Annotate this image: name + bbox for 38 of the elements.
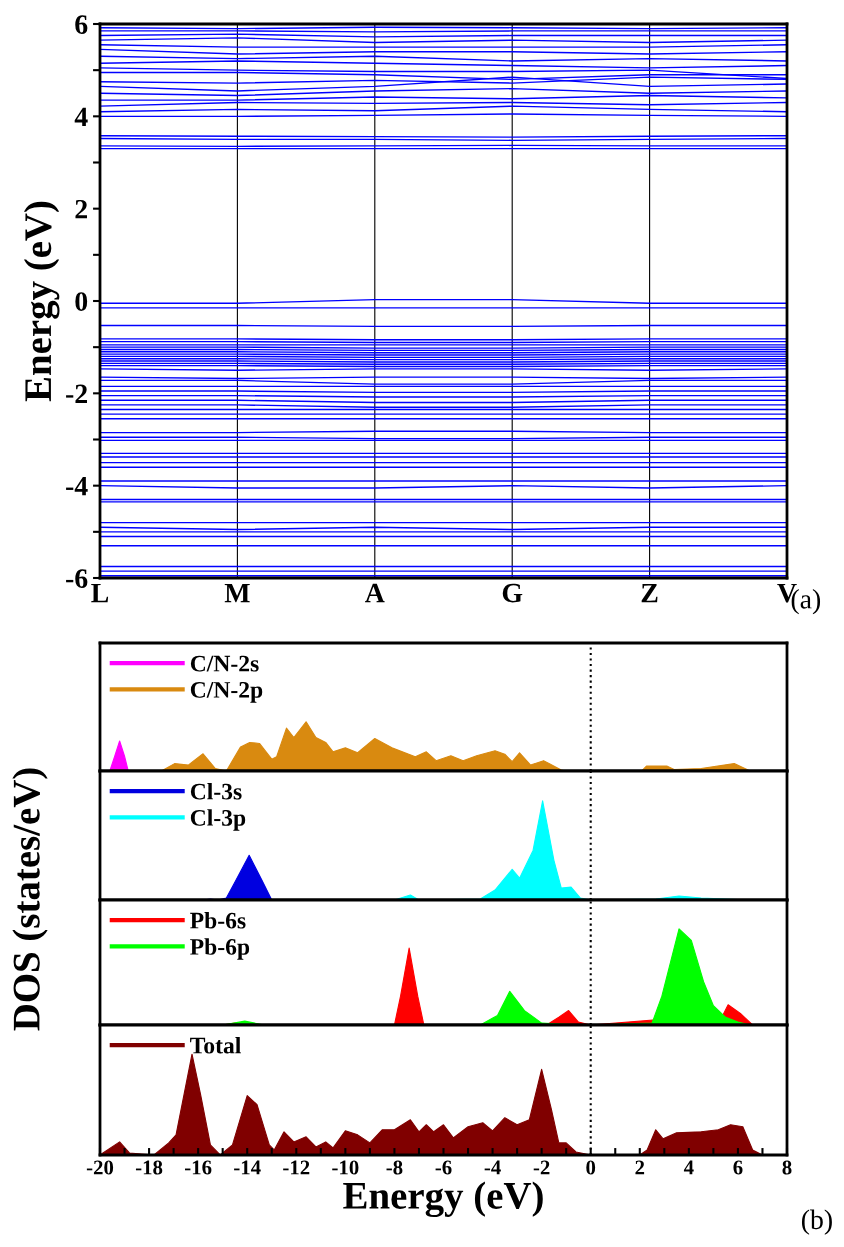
x-tick-label: L [91,583,109,603]
y-axis-title: Energy (eV) [23,201,60,402]
x-tick-label: Z [641,583,658,603]
y-tick-label: 0 [75,292,88,311]
x-tick-label: -8 [386,1160,403,1175]
y-tick-label: 2 [75,199,87,219]
x-tick-label: -10 [332,1160,359,1175]
y-tick-label: -4 [66,477,88,496]
text: (b) [801,1209,832,1235]
x-tick-label: -20 [86,1160,114,1175]
x-tick-label: 4 [683,1160,694,1175]
x-tick-label: -14 [234,1160,261,1175]
x-tick-label: 0 [586,1160,596,1175]
y-tick-label: -6 [66,569,88,588]
x-tick-label: -18 [135,1160,163,1175]
x-tick-label: M [224,583,250,603]
x-tick-label: 6 [733,1160,743,1175]
y-axis-title: DOS (states/eV) [12,768,48,1031]
y-tick-label: -2 [66,384,87,403]
x-tick-label: -2 [533,1160,550,1175]
x-tick-label: 2 [635,1160,645,1175]
x-axis-title: Energy (eV) [343,1181,543,1218]
y-tick-label: 4 [74,107,88,126]
x-tick-label: -16 [185,1160,212,1175]
legend-label: Pb-6p [190,938,250,960]
y-tick-label: 6 [75,15,88,34]
legend-label: Pb-6s [190,911,246,929]
x-tick-label: -12 [283,1160,310,1175]
x-tick-label: G [502,583,523,603]
x-tick-label: 8 [782,1160,792,1175]
x-tick-label: -6 [435,1160,452,1175]
x-tick-label: A [365,583,385,603]
legend-label: Cl-3p [190,809,246,831]
legend-label: Total [190,1036,241,1054]
legend-label: C/N-2p [190,681,263,703]
x-tick-label: -4 [484,1160,501,1175]
legend-label: Cl-3s [190,782,242,800]
legend-label: C/N-2s [190,655,259,672]
